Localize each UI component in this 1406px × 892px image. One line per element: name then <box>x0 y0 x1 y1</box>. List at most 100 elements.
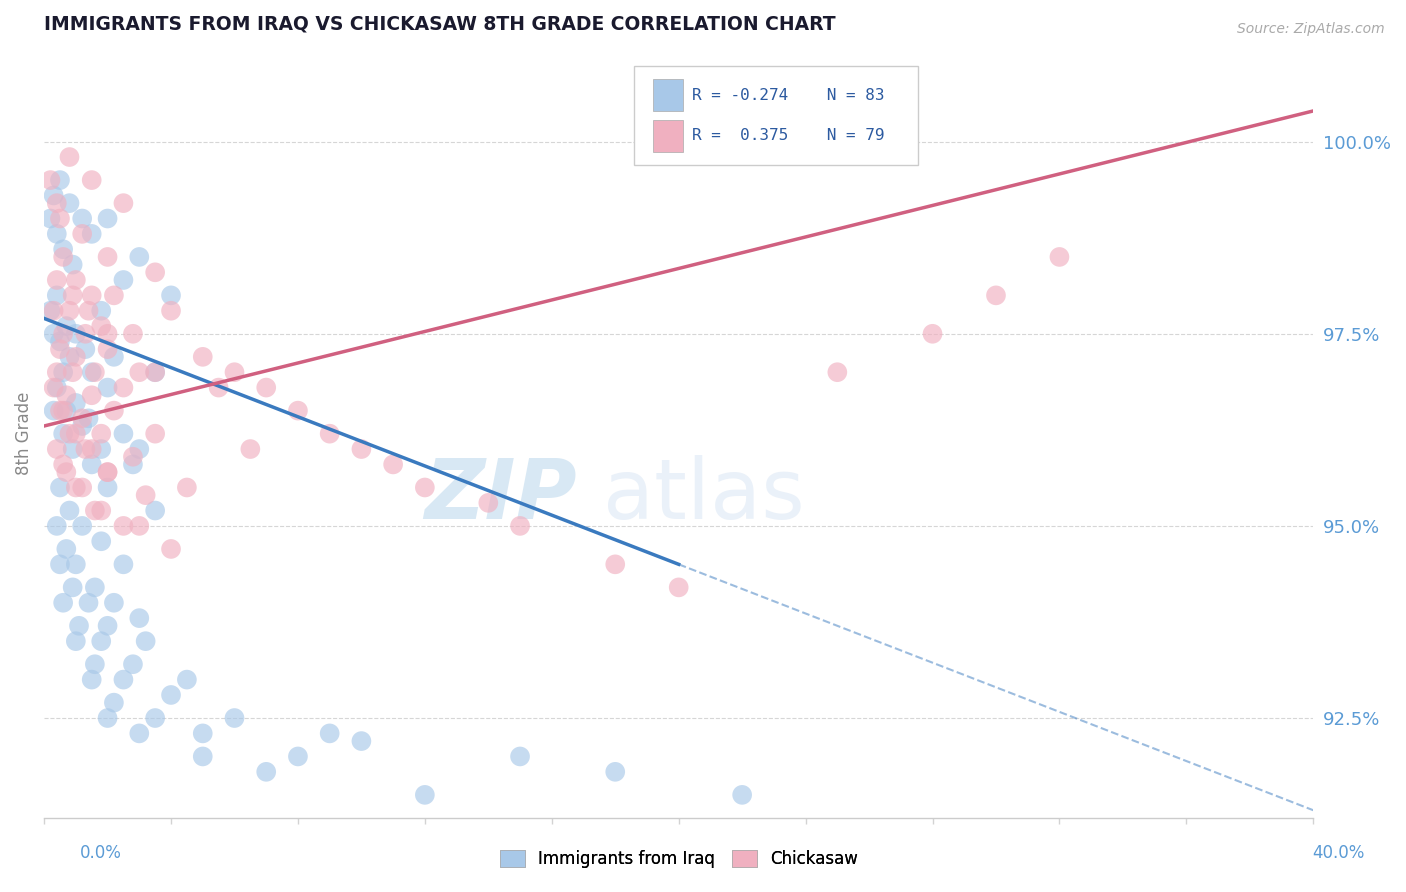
Point <box>42 303 65 318</box>
Point <box>97 711 120 725</box>
Point <box>97 465 120 479</box>
Point <box>122 450 145 464</box>
Point <box>318 426 340 441</box>
Point <box>65 481 87 495</box>
Point <box>62 365 84 379</box>
Point <box>62 442 84 456</box>
Point <box>112 381 135 395</box>
Point <box>224 711 246 725</box>
Point <box>122 458 145 472</box>
Point <box>80 458 103 472</box>
Point <box>83 503 105 517</box>
Point <box>413 788 436 802</box>
Point <box>97 481 120 495</box>
Point <box>65 350 87 364</box>
Point <box>112 426 135 441</box>
Point <box>318 726 340 740</box>
Point <box>42 381 65 395</box>
Point <box>45 273 67 287</box>
Point <box>103 350 125 364</box>
Point <box>49 558 72 572</box>
Point <box>75 442 97 456</box>
Point <box>143 365 166 379</box>
Point <box>80 388 103 402</box>
Point <box>49 342 72 356</box>
Point <box>97 250 120 264</box>
Point <box>921 326 943 341</box>
Point <box>58 350 80 364</box>
Point <box>731 788 754 802</box>
Point <box>1049 250 1071 264</box>
Point <box>103 288 125 302</box>
Point <box>122 326 145 341</box>
Point <box>65 326 87 341</box>
Point <box>58 426 80 441</box>
Point <box>42 403 65 417</box>
Point <box>160 688 183 702</box>
Point <box>287 749 309 764</box>
Point <box>176 481 198 495</box>
Point <box>62 288 84 302</box>
Point <box>55 319 77 334</box>
Point <box>509 519 531 533</box>
Point <box>83 365 105 379</box>
Point <box>39 211 62 226</box>
Point <box>45 196 67 211</box>
Point <box>65 634 87 648</box>
Point <box>122 657 145 672</box>
Point <box>668 580 690 594</box>
Point <box>128 611 150 625</box>
Point <box>97 342 120 356</box>
Point <box>52 242 75 256</box>
Point <box>58 196 80 211</box>
Point <box>90 634 112 648</box>
Text: Source: ZipAtlas.com: Source: ZipAtlas.com <box>1237 22 1385 37</box>
Point <box>55 388 77 402</box>
Point <box>413 481 436 495</box>
Point <box>45 519 67 533</box>
Point <box>90 534 112 549</box>
Point <box>49 481 72 495</box>
Point <box>191 726 214 740</box>
Point <box>49 334 72 349</box>
Point <box>90 319 112 334</box>
Point <box>65 396 87 410</box>
Text: atlas: atlas <box>603 455 804 536</box>
Point <box>52 250 75 264</box>
Point <box>90 442 112 456</box>
Point <box>97 465 120 479</box>
Point <box>135 634 157 648</box>
Point <box>75 326 97 341</box>
Point <box>112 519 135 533</box>
Point <box>827 365 849 379</box>
Point <box>65 273 87 287</box>
Point <box>65 426 87 441</box>
Point <box>45 442 67 456</box>
Text: ZIP: ZIP <box>425 455 576 536</box>
Point <box>65 558 87 572</box>
Text: R = -0.274    N = 83: R = -0.274 N = 83 <box>692 87 884 103</box>
Point <box>42 326 65 341</box>
Y-axis label: 8th Grade: 8th Grade <box>15 392 32 475</box>
Point <box>143 365 166 379</box>
Point <box>77 596 100 610</box>
Point <box>80 442 103 456</box>
Point <box>135 488 157 502</box>
Point <box>52 403 75 417</box>
Point <box>83 657 105 672</box>
Point <box>112 558 135 572</box>
Point <box>103 696 125 710</box>
Point <box>112 196 135 211</box>
Point <box>62 258 84 272</box>
Point <box>55 465 77 479</box>
Legend: Immigrants from Iraq, Chickasaw: Immigrants from Iraq, Chickasaw <box>494 844 865 875</box>
Point <box>49 403 72 417</box>
Point <box>239 442 262 456</box>
Point <box>77 303 100 318</box>
Point <box>97 381 120 395</box>
Point <box>45 288 67 302</box>
Point <box>52 426 75 441</box>
Point <box>112 673 135 687</box>
Point <box>70 419 93 434</box>
Point <box>128 519 150 533</box>
